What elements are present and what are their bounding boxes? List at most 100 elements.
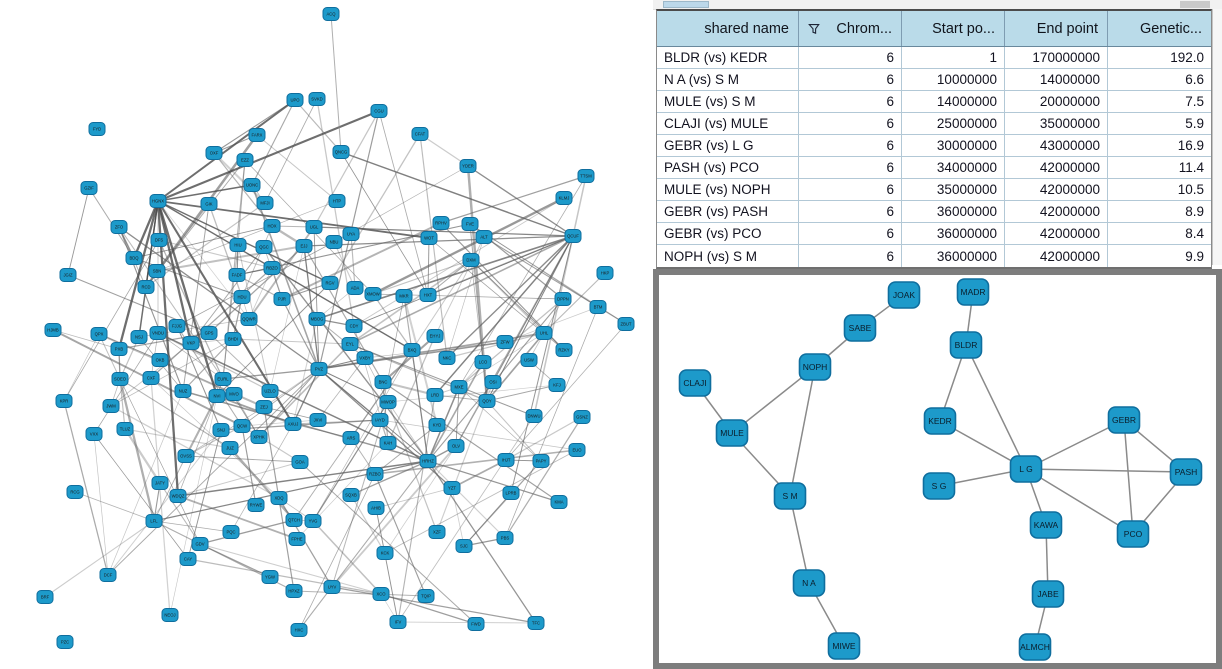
- network-edge[interactable]: [303, 245, 320, 370]
- column-header-end-point[interactable]: End point: [1005, 11, 1108, 46]
- network-edge[interactable]: [263, 246, 429, 462]
- cell-start-position[interactable]: 25000000: [902, 113, 1005, 134]
- network-node[interactable]: NKC: [438, 351, 456, 365]
- network-node[interactable]: FWD: [467, 617, 485, 631]
- network-node[interactable]: UHL: [535, 326, 553, 340]
- network-edge[interactable]: [67, 187, 90, 276]
- network-edge[interactable]: [185, 395, 218, 457]
- network-node[interactable]: ZFO: [110, 220, 128, 234]
- table-row[interactable]: N A (vs) S M 6 10000000 14000000 6.6: [657, 69, 1211, 91]
- network-node[interactable]: RGV: [321, 276, 339, 290]
- network-edge[interactable]: [504, 416, 583, 539]
- network-node[interactable]: QGC: [255, 240, 273, 254]
- network-edge[interactable]: [241, 425, 257, 506]
- network-edge[interactable]: [269, 245, 305, 392]
- network-node[interactable]: TQIP: [417, 589, 435, 603]
- network-edge[interactable]: [177, 460, 429, 497]
- network-edge[interactable]: [251, 99, 296, 186]
- network-edge[interactable]: [132, 200, 160, 259]
- network-node[interactable]: VNDU: [149, 326, 167, 340]
- network-node[interactable]: VKP: [182, 336, 200, 350]
- network-edge[interactable]: [303, 235, 574, 247]
- network-edge[interactable]: [241, 225, 273, 298]
- network-edge[interactable]: [350, 494, 386, 554]
- network-node[interactable]: GDV: [191, 537, 209, 551]
- network-node[interactable]: LCO: [474, 355, 492, 369]
- network-edge[interactable]: [44, 520, 155, 598]
- network-node[interactable]: QPX: [90, 327, 108, 341]
- network-edge[interactable]: [318, 368, 453, 489]
- node-CLAJI[interactable]: CLAJI: [678, 369, 712, 397]
- network-edge[interactable]: [298, 460, 429, 631]
- network-edge[interactable]: [372, 293, 413, 351]
- network-edge[interactable]: [157, 184, 253, 202]
- network-edge[interactable]: [187, 429, 222, 560]
- cell-start-position[interactable]: 36000000: [902, 201, 1005, 222]
- network-edge[interactable]: [330, 13, 342, 153]
- network-edge[interactable]: [213, 152, 266, 204]
- network-edge[interactable]: [278, 497, 333, 588]
- cell-genetic-distance[interactable]: 192.0: [1170, 50, 1204, 65]
- network-node[interactable]: KPR: [55, 394, 73, 408]
- network-node[interactable]: QCUF: [564, 229, 582, 243]
- network-edge[interactable]: [379, 419, 578, 451]
- cell-end-point[interactable]: 42000000: [1005, 157, 1108, 178]
- network-node[interactable]: RCD: [137, 280, 155, 294]
- network-edge[interactable]: [427, 460, 560, 503]
- network-node[interactable]: SNJ: [212, 423, 230, 437]
- network-edge[interactable]: [117, 200, 160, 350]
- network-edge[interactable]: [222, 244, 239, 380]
- cell-genetic-distance[interactable]: 11.4: [1178, 160, 1204, 175]
- network-node[interactable]: YDER: [459, 159, 477, 173]
- network-node[interactable]: VXX: [85, 427, 103, 441]
- network-edge[interactable]: [156, 200, 193, 344]
- table-row[interactable]: GEBR (vs) PCO 6 36000000 42000000 8.4: [657, 223, 1211, 245]
- network-node[interactable]: NBU: [325, 235, 343, 249]
- network-node[interactable]: XDQ: [270, 491, 288, 505]
- network-node[interactable]: RZBO: [366, 467, 384, 481]
- cell-start-position[interactable]: 36000000: [902, 223, 1005, 244]
- network-edge[interactable]: [237, 159, 246, 246]
- cell-start-position[interactable]: 1: [902, 47, 1005, 68]
- network-edge[interactable]: [118, 226, 320, 370]
- network-node[interactable]: SQXB: [342, 488, 360, 502]
- network-node[interactable]: BTM: [589, 300, 607, 314]
- network-node[interactable]: OVSS: [177, 449, 195, 463]
- network-edge[interactable]: [510, 235, 574, 494]
- network-node[interactable]: XCO: [372, 587, 390, 601]
- network-edge[interactable]: [486, 235, 574, 402]
- network-node[interactable]: HXC: [290, 623, 308, 637]
- network-node[interactable]: IFV: [389, 615, 407, 629]
- cell-shared-name[interactable]: BLDR (vs) KEDR: [657, 47, 799, 68]
- network-edge[interactable]: [313, 110, 380, 228]
- network-node[interactable]: GIK: [200, 197, 218, 211]
- network-edge[interactable]: [124, 428, 161, 484]
- network-node[interactable]: PAPY: [532, 454, 550, 468]
- network-node[interactable]: SVKD: [308, 92, 326, 106]
- network-edge[interactable]: [382, 381, 389, 444]
- network-node[interactable]: CDY: [345, 319, 363, 333]
- network-edge[interactable]: [98, 333, 121, 380]
- network-edge[interactable]: [505, 416, 583, 461]
- node-SG[interactable]: S G: [922, 472, 956, 500]
- network-node[interactable]: PQC: [222, 525, 240, 539]
- network-edge[interactable]: [110, 338, 234, 407]
- cell-chromosome[interactable]: 6: [799, 47, 902, 68]
- table-row[interactable]: CLAJI (vs) MULE 6 25000000 35000000 5.9: [657, 113, 1211, 135]
- cell-end-point[interactable]: 42000000: [1005, 201, 1108, 222]
- network-node[interactable]: FJJG: [168, 319, 186, 333]
- network-node[interactable]: ACQ: [322, 7, 340, 21]
- network-edge[interactable]: [427, 361, 484, 462]
- network-edge[interactable]: [293, 437, 352, 521]
- network-node[interactable]: FARX: [248, 128, 266, 142]
- network-node[interactable]: ALT: [475, 230, 493, 244]
- network-edge[interactable]: [222, 368, 320, 380]
- network-edge[interactable]: [331, 401, 389, 588]
- table-row[interactable]: MULE (vs) NOPH 6 35000000 42000000 10.5: [657, 179, 1211, 201]
- network-node[interactable]: HDU: [233, 290, 251, 304]
- cell-genetic-distance[interactable]: 6.6: [1185, 72, 1204, 87]
- node-JABE[interactable]: JABE: [1031, 580, 1065, 608]
- network-edge[interactable]: [156, 200, 338, 272]
- network-node[interactable]: MKR: [395, 289, 413, 303]
- network-edge[interactable]: [52, 329, 120, 350]
